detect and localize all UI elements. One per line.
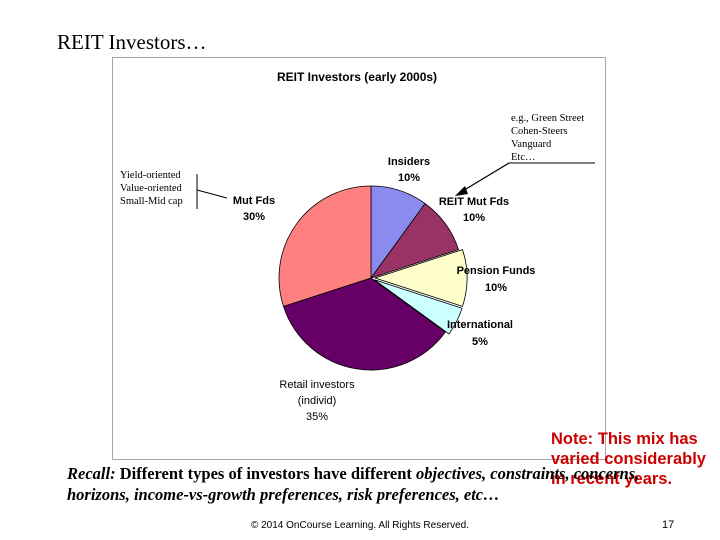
slice-label-retail: Retail investors: [279, 379, 355, 391]
recall-emphasis: objectives, constraints, concerns, horiz…: [67, 464, 640, 504]
annotation-right-arrow: [460, 162, 510, 193]
chart-note: Note: This mix has varied considerably i…: [551, 430, 706, 488]
slice-label-retail-2: (individ): [298, 395, 337, 407]
annotation-right-3: Vanguard: [511, 139, 552, 150]
pie-chart: REIT Investors (early 2000s) Insiders 10…: [120, 70, 595, 423]
slice-label-reit-mut-fds: REIT Mut Fds: [439, 196, 509, 208]
slice-label-insiders: Insiders: [388, 156, 430, 168]
annotation-right-arrowhead: [455, 186, 468, 196]
slice-pct-retail: 35%: [306, 411, 328, 423]
chart-title: REIT Investors (early 2000s): [277, 70, 437, 84]
slice-label-mut-fds: Mut Fds: [233, 195, 275, 207]
annotation-right-1: e.g., Green Street: [511, 113, 584, 124]
recall-text: Recall: Different types of investors hav…: [67, 463, 697, 505]
annotation-right-2: Cohen-Steers: [511, 126, 568, 137]
recall-lead: Recall:: [67, 464, 116, 483]
pie-slice-mut-fds: [278, 185, 372, 307]
pie-slice-reit-mut-fds: [369, 203, 460, 279]
slide-title: REIT Investors…: [57, 30, 207, 54]
recall-body: Different types of investors have differ…: [115, 464, 417, 483]
annotation-left-bracket: [196, 174, 228, 209]
slice-label-pension-funds: Pension Funds: [457, 265, 536, 277]
slice-pct-pension-funds: 10%: [485, 282, 507, 294]
pie-slice-international: [374, 279, 463, 335]
pie-slice-retail: [282, 277, 446, 371]
pie-slice-pension-funds: [373, 249, 468, 307]
pie-slices: [278, 185, 468, 371]
page-number: 17: [662, 519, 675, 531]
annotation-left-2: Value-oriented: [120, 183, 183, 194]
slice-pct-insiders: 10%: [398, 172, 420, 184]
slice-pct-international: 5%: [472, 336, 488, 348]
annotation-left-3: Small-Mid cap: [120, 196, 183, 207]
slice-pct-reit-mut-fds: 10%: [463, 212, 485, 224]
slice-pct-mut-fds: 30%: [243, 211, 265, 223]
slice-label-international: International: [447, 319, 513, 331]
chart-frame: REIT Investors (early 2000s) Insiders 10…: [112, 57, 706, 488]
annotation-left-1: Yield-oriented: [120, 170, 181, 181]
annotation-right-4: Etc…: [511, 152, 536, 163]
copyright-footer: © 2014 OnCourse Learning. All Rights Res…: [250, 520, 470, 531]
